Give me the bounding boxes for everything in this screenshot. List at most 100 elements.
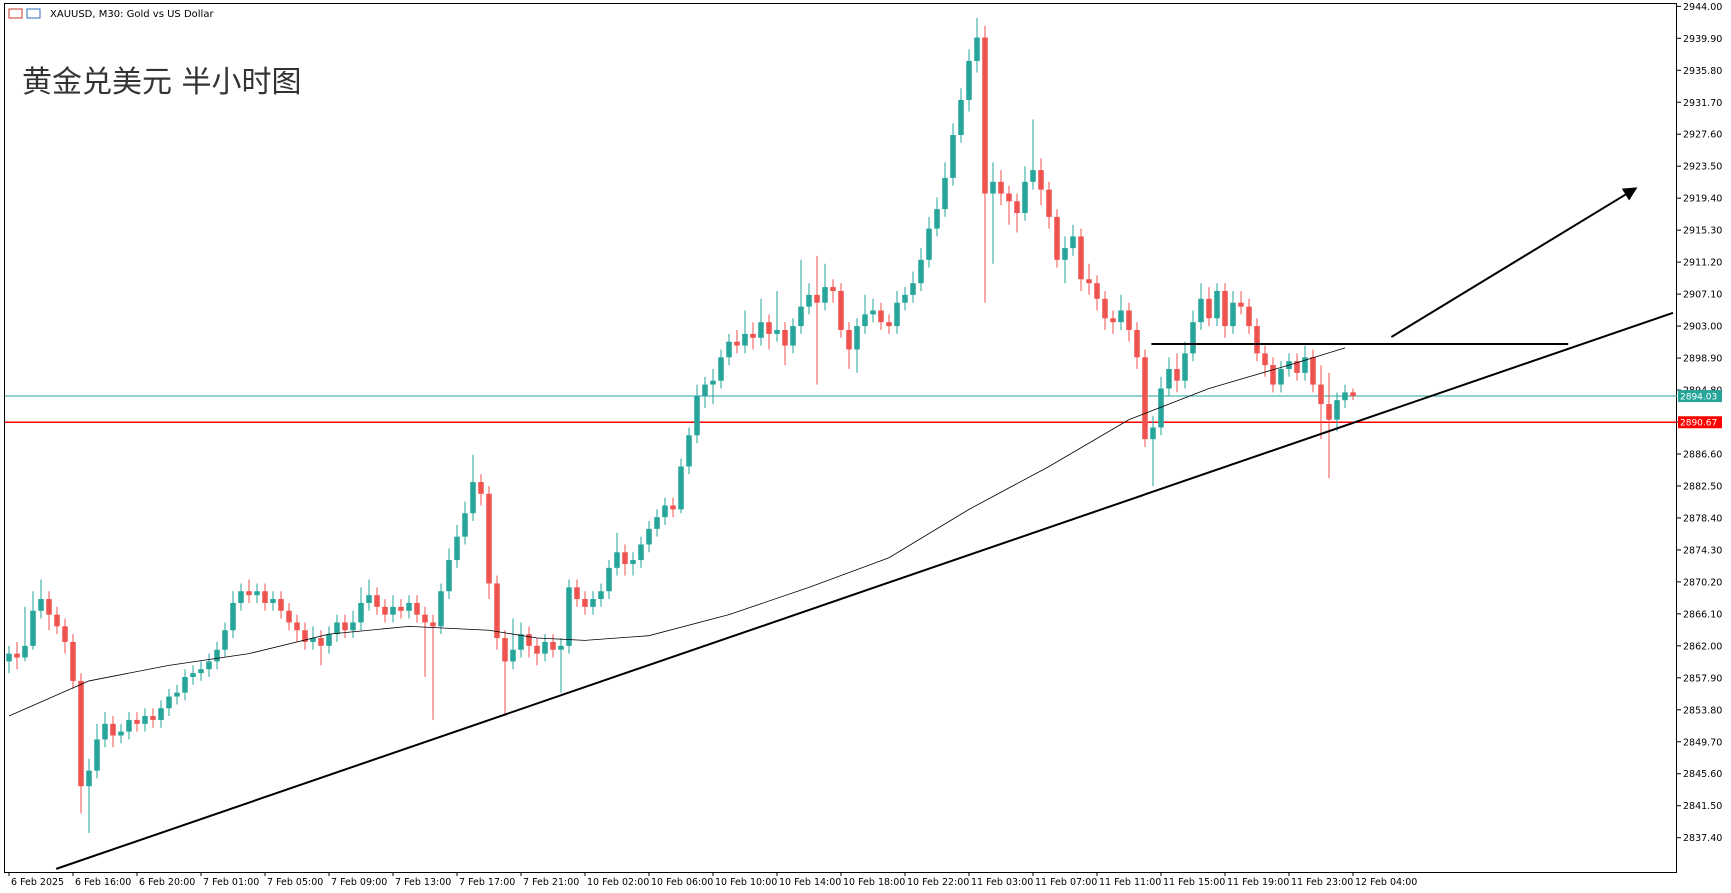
candle-body [1294, 361, 1300, 373]
chart-title: XAUUSD, M30: Gold vs US Dollar [50, 9, 214, 20]
x-tick-label: 7 Feb 21:00 [523, 877, 579, 888]
candle-body [286, 610, 292, 623]
candle-body [1022, 181, 1028, 214]
candle-body [54, 614, 60, 627]
candle-body [1262, 353, 1268, 366]
candle-body [694, 396, 700, 436]
x-tick-label: 11 Feb 23:00 [1291, 877, 1353, 888]
candle-body [886, 322, 892, 327]
candle-body [902, 294, 908, 303]
icon [26, 8, 41, 19]
candle-body [766, 322, 772, 334]
candle-body [1318, 384, 1324, 405]
candle-body [926, 228, 932, 260]
candle-body [126, 719, 132, 732]
candle-body [670, 505, 676, 510]
candle-body [70, 641, 76, 681]
candle-body [150, 716, 156, 720]
candle-body [598, 591, 604, 600]
candle-body [550, 641, 556, 650]
candle-body [558, 645, 564, 650]
candle-body [742, 333, 748, 346]
candle-body [630, 560, 636, 564]
candle-body [614, 552, 620, 568]
x-tick-label: 7 Feb 09:00 [331, 877, 387, 888]
x-tick-label: 11 Feb 15:00 [1163, 877, 1225, 888]
candle-body [310, 638, 316, 642]
candle-body [1238, 302, 1244, 307]
x-tick-label: 7 Feb 05:00 [267, 877, 323, 888]
candle-body [406, 602, 412, 611]
candle-body [894, 302, 900, 327]
annotation: 黄金兑美元 半小时图 [22, 65, 302, 100]
candle-body [678, 466, 684, 510]
candle-body [254, 591, 260, 596]
candle-body [1070, 236, 1076, 249]
candle-body [454, 536, 460, 561]
candle-body [14, 653, 20, 658]
x-tick-label: 10 Feb 22:00 [907, 877, 969, 888]
candle-body [574, 587, 580, 600]
y-tick-label: 2853.80 [1683, 705, 1722, 716]
candle-body [638, 544, 644, 561]
price-tag [1678, 416, 1722, 429]
candle-body [646, 528, 652, 545]
candle-body [470, 482, 476, 514]
candle-body [46, 599, 52, 615]
y-tick-label: 2870.20 [1683, 577, 1722, 588]
y-tick-label: 2882.50 [1683, 481, 1722, 492]
y-tick-label: 2911.20 [1683, 258, 1722, 269]
y-tick-label: 2944.00 [1683, 2, 1722, 13]
candle-body [422, 614, 428, 623]
y-tick-label: 2878.40 [1683, 513, 1722, 524]
moving-average [8, 347, 1346, 717]
candle-body [294, 622, 300, 631]
candle-body [966, 60, 972, 100]
candle-body [1046, 189, 1052, 217]
x-tick-label: 11 Feb 07:00 [1035, 877, 1097, 888]
price-tag-label: 2890.67 [1680, 419, 1717, 429]
y-tick-label: 2886.60 [1683, 449, 1722, 460]
candle-body [198, 669, 204, 674]
candle-body [1182, 353, 1188, 381]
y-tick-label: 2849.70 [1683, 737, 1722, 748]
candle-body [830, 287, 836, 291]
candle-body [654, 517, 660, 529]
candle-body [1078, 236, 1084, 280]
y-tick-label: 2923.50 [1683, 162, 1722, 173]
candle-body [1310, 357, 1316, 385]
candle-body [1222, 290, 1228, 327]
candle-body [982, 37, 988, 194]
y-tick-label: 2857.90 [1683, 673, 1722, 684]
candle-body [326, 634, 332, 646]
candle-body [606, 567, 612, 592]
candle-body [862, 314, 868, 327]
candle-body [870, 310, 876, 315]
candle-body [1054, 216, 1060, 260]
candle-body [222, 630, 228, 650]
candle-body [758, 322, 764, 338]
candle-body [1038, 170, 1044, 190]
candle-body [238, 591, 244, 603]
candle-body [686, 435, 692, 467]
y-tick-label: 2845.60 [1683, 769, 1722, 780]
x-tick-label: 10 Feb 02:00 [587, 877, 649, 888]
trendline [55, 311, 1674, 870]
candle-body [142, 716, 148, 724]
candle-body [390, 606, 396, 615]
y-tick-label: 2898.90 [1683, 354, 1722, 365]
candle-body [822, 287, 828, 303]
candle-body [662, 505, 668, 518]
price-tag [1678, 390, 1722, 403]
candle-body [158, 708, 164, 720]
x-tick-label: 10 Feb 06:00 [651, 877, 713, 888]
x-tick-label: 12 Feb 04:00 [1355, 877, 1417, 888]
candle-body [214, 649, 220, 662]
candle-body [1102, 298, 1108, 319]
candle-body [718, 357, 724, 381]
x-tick-label: 6 Feb 20:00 [139, 877, 195, 888]
y-tick-label: 2874.30 [1683, 545, 1722, 556]
candle-body [38, 599, 44, 611]
candle-body [526, 634, 532, 646]
